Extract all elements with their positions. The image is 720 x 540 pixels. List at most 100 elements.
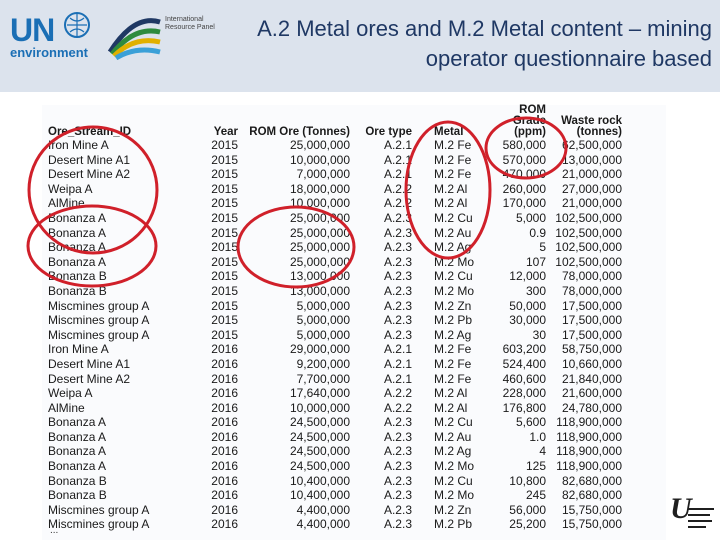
column-header: ROM Ore (Tonnes): [249, 126, 350, 138]
table-row: Bonanza A 2016 24,500,000 A.2.3 M.2 Mo 125 118…: [42, 459, 622, 474]
table-row: AlMine 2015 10,000,000 A.2.2 M.2 Al 170,000 21…: [42, 196, 622, 211]
table-cell: 2016: [211, 473, 238, 488]
table-cell: 2015: [211, 167, 238, 182]
table-cell: 2016: [211, 415, 238, 430]
table-row: Desert Mine A2 2016 7,700,000 A.2.1 M.2 Fe 46…: [42, 372, 622, 387]
table-cell: Miscmines group A: [48, 298, 150, 313]
table-cell: 102,500,000: [555, 210, 622, 225]
table-cell: M.2 Cu: [434, 473, 473, 488]
table-cell: Desert Mine A1: [48, 152, 131, 167]
table-cell: 82,680,000: [561, 473, 622, 488]
table-cell: AlMine: [48, 196, 85, 211]
table-cell: 2015: [211, 327, 238, 342]
table-cell: 10,000,000: [289, 400, 350, 415]
table-cell: 2016: [211, 502, 238, 517]
un-logo-text: UN: [10, 12, 55, 48]
page-title: A.2 Metal ores and M.2 Metal content – m…: [257, 16, 712, 71]
column-header: Metal: [434, 126, 464, 138]
university-logo-icon: U: [670, 492, 714, 528]
table-row: Bonanza A 2015 25,000,000 A.2.3 M.2 Au 0.9 102…: [42, 226, 622, 241]
table-cell: 2016: [211, 459, 238, 474]
table-cell: M.2 Fe: [434, 152, 472, 167]
table-row: Miscmines group A 2015 5,000,000 A.2.3 M.2 Z…: [42, 299, 622, 314]
table-cell: M.2 Al: [434, 386, 468, 401]
table-cell: 300: [525, 283, 546, 298]
table-cell: Bonanza A: [48, 225, 107, 240]
table-cell: 18,000,000: [289, 181, 350, 196]
table-cell: A.2.2: [383, 181, 412, 196]
table-cell: 102,500,000: [555, 225, 622, 240]
table-cell: A.2.3: [383, 444, 412, 459]
table-cell: A.2.3: [383, 269, 412, 284]
table-cell: Miscmines group A: [48, 327, 150, 342]
table-cell: 10,000,000: [289, 196, 350, 211]
table-cell: M.2 Ag: [434, 444, 472, 459]
table-cell: 25,000,000: [289, 240, 350, 255]
table-cell: M.2 Cu: [434, 415, 473, 430]
table-cell: A.2.3: [383, 298, 412, 313]
table-cell: Miscmines group A: [48, 502, 150, 517]
table-cell: 2016: [211, 429, 238, 444]
table-cell: 2016: [211, 356, 238, 371]
table-cell: A.2.3: [383, 459, 412, 474]
table-cell: 17,640,000: [289, 386, 350, 401]
table-cell: A.2.3: [383, 429, 412, 444]
table-cell: 2016: [211, 371, 238, 386]
table-cell: 5,000: [515, 210, 546, 225]
table-cell: A.2.2: [383, 400, 412, 415]
table-cell: 58,750,000: [561, 342, 622, 357]
table-cell: 2016: [211, 342, 238, 357]
table-cell: 17,500,000: [561, 327, 622, 342]
table-cell: Bonanza A: [48, 240, 107, 255]
table-cell: 2016: [211, 444, 238, 459]
irp-logo-text: International Resource Panel: [165, 16, 215, 31]
table-cell: 2015: [211, 269, 238, 284]
table-cell: A.2.3: [383, 240, 412, 255]
table-row: Bonanza A 2015 25,000,000 A.2.3 M.2 Cu 5,000 1…: [42, 211, 622, 226]
table-cell: 21,000,000: [561, 196, 622, 211]
table-cell: 102,500,000: [555, 254, 622, 269]
table-cell: Desert Mine A2: [48, 371, 131, 386]
table-cell: 25,000,000: [289, 254, 350, 269]
table-cell: 118,900,000: [556, 429, 622, 444]
table-cell: Desert Mine A2: [48, 167, 131, 182]
table-ellipsis: ...: [50, 525, 59, 536]
table-cell: 118,900,000: [556, 459, 622, 474]
table-cell: 27,000,000: [561, 181, 622, 196]
table-cell: 470,000: [502, 167, 546, 182]
table-cell: 13,000,000: [289, 269, 350, 284]
table-body: Iron Mine A 2015 25,000,000 A.2.1 M.2 Fe 580,…: [42, 138, 622, 532]
table-row: Weipa A 2015 18,000,000 A.2.2 M.2 Al 260,000 2…: [42, 182, 622, 197]
table-cell: 5: [539, 240, 546, 255]
table-cell: 78,000,000: [561, 283, 622, 298]
table-cell: A.2.3: [383, 517, 412, 532]
table-cell: 2016: [211, 488, 238, 503]
table-cell: A.2.3: [383, 473, 412, 488]
table-cell: 170,000: [502, 196, 546, 211]
table-cell: A.2.3: [383, 327, 412, 342]
table-cell: A.2.2: [383, 386, 412, 401]
table-row: Miscmines group A 2015 5,000,000 A.2.3 M.2 A…: [42, 328, 622, 343]
header-band: UN environment International Resource Pa…: [0, 0, 720, 92]
table-cell: 50,000: [509, 298, 546, 313]
table-cell: 2016: [211, 386, 238, 401]
table-cell: A.2.1: [383, 152, 412, 167]
table-cell: 4: [539, 444, 546, 459]
table-cell: A.2.3: [383, 283, 412, 298]
table-cell: 228,000: [502, 386, 546, 401]
table-cell: 9,200,000: [296, 356, 350, 371]
table-cell: A.2.1: [383, 356, 412, 371]
table-cell: M.2 Mo: [434, 283, 475, 298]
table-cell: 2015: [211, 254, 238, 269]
table-cell: 82,680,000: [561, 488, 622, 503]
table-cell: 25,200: [509, 517, 546, 532]
table-cell: Bonanza A: [48, 444, 107, 459]
table-row: Bonanza B 2015 13,000,000 A.2.3 M.2 Mo 300 78,…: [42, 284, 622, 299]
table-cell: 2015: [211, 138, 238, 152]
table-row: Bonanza B 2016 10,400,000 A.2.3 M.2 Cu 10,800…: [42, 474, 622, 489]
table-cell: M.2 Zn: [434, 502, 472, 517]
table-row: Bonanza A 2016 24,500,000 A.2.3 M.2 Ag 4 118,9…: [42, 444, 622, 459]
table-cell: A.2.3: [383, 254, 412, 269]
table-cell: Bonanza A: [48, 459, 107, 474]
table-cell: 10,660,000: [561, 356, 622, 371]
